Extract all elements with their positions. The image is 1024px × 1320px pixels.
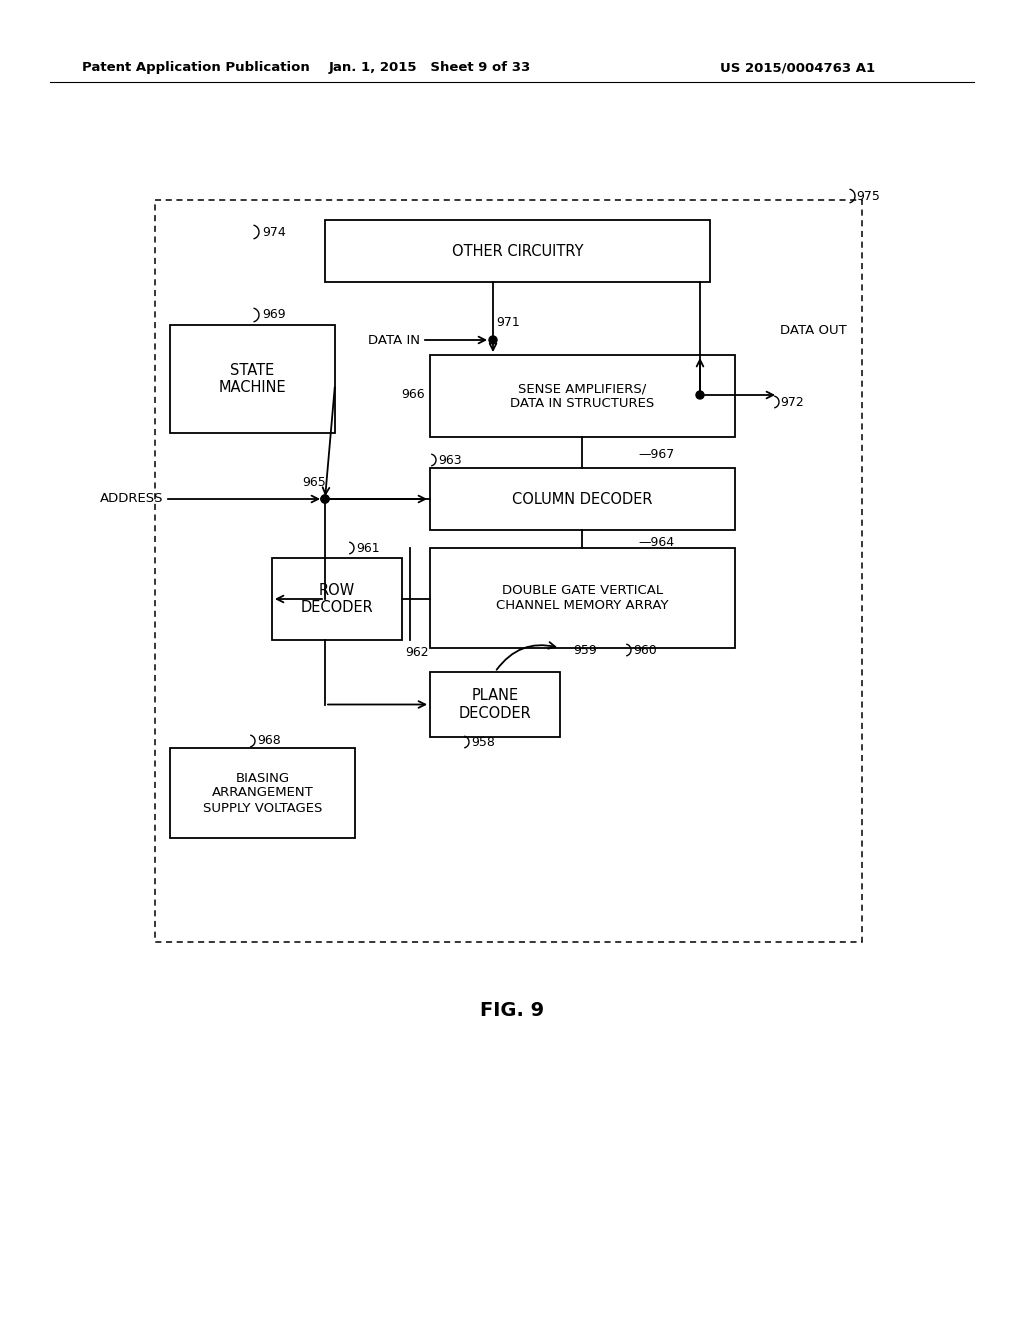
Text: 963: 963 xyxy=(438,454,462,466)
Circle shape xyxy=(696,391,705,399)
Text: 968: 968 xyxy=(257,734,281,747)
Text: 960: 960 xyxy=(633,644,656,656)
Text: —967: —967 xyxy=(638,449,674,462)
Text: DOUBLE GATE VERTICAL
CHANNEL MEMORY ARRAY: DOUBLE GATE VERTICAL CHANNEL MEMORY ARRA… xyxy=(497,583,669,612)
Circle shape xyxy=(321,495,329,503)
Text: 962: 962 xyxy=(406,647,429,660)
Text: PLANE
DECODER: PLANE DECODER xyxy=(459,688,531,721)
Text: ADDRESS: ADDRESS xyxy=(99,492,163,506)
Text: STATE
MACHINE: STATE MACHINE xyxy=(219,363,287,395)
Bar xyxy=(170,325,335,433)
Text: ROW
DECODER: ROW DECODER xyxy=(301,583,374,615)
Bar xyxy=(155,201,862,942)
Text: 959: 959 xyxy=(573,644,597,656)
Text: 961: 961 xyxy=(356,541,380,554)
Text: SENSE AMPLIFIERS/
DATA IN STRUCTURES: SENSE AMPLIFIERS/ DATA IN STRUCTURES xyxy=(510,381,654,411)
Bar xyxy=(430,548,735,648)
Text: 965: 965 xyxy=(302,475,326,488)
Circle shape xyxy=(489,337,497,345)
Text: 966: 966 xyxy=(401,388,425,401)
Text: 958: 958 xyxy=(471,735,495,748)
Text: DATA OUT: DATA OUT xyxy=(780,323,847,337)
Text: 972: 972 xyxy=(780,396,804,408)
Text: FIG. 9: FIG. 9 xyxy=(480,1001,544,1019)
Text: 975: 975 xyxy=(856,190,880,202)
Text: OTHER CIRCUITRY: OTHER CIRCUITRY xyxy=(452,243,584,259)
Bar xyxy=(325,220,710,282)
Text: Jan. 1, 2015   Sheet 9 of 33: Jan. 1, 2015 Sheet 9 of 33 xyxy=(329,62,531,74)
Bar xyxy=(430,469,735,531)
Bar xyxy=(272,558,402,640)
Bar xyxy=(170,748,355,838)
Text: DATA IN: DATA IN xyxy=(368,334,420,346)
Text: US 2015/0004763 A1: US 2015/0004763 A1 xyxy=(720,62,876,74)
Circle shape xyxy=(321,495,329,503)
Text: Patent Application Publication: Patent Application Publication xyxy=(82,62,309,74)
Text: COLUMN DECODER: COLUMN DECODER xyxy=(512,491,652,507)
Text: 969: 969 xyxy=(262,309,286,322)
Bar xyxy=(430,672,560,737)
Bar xyxy=(430,355,735,437)
Text: 974: 974 xyxy=(262,226,286,239)
Text: 971: 971 xyxy=(496,315,520,329)
Text: —964: —964 xyxy=(638,536,674,549)
Text: BIASING
ARRANGEMENT
SUPPLY VOLTAGES: BIASING ARRANGEMENT SUPPLY VOLTAGES xyxy=(203,771,323,814)
